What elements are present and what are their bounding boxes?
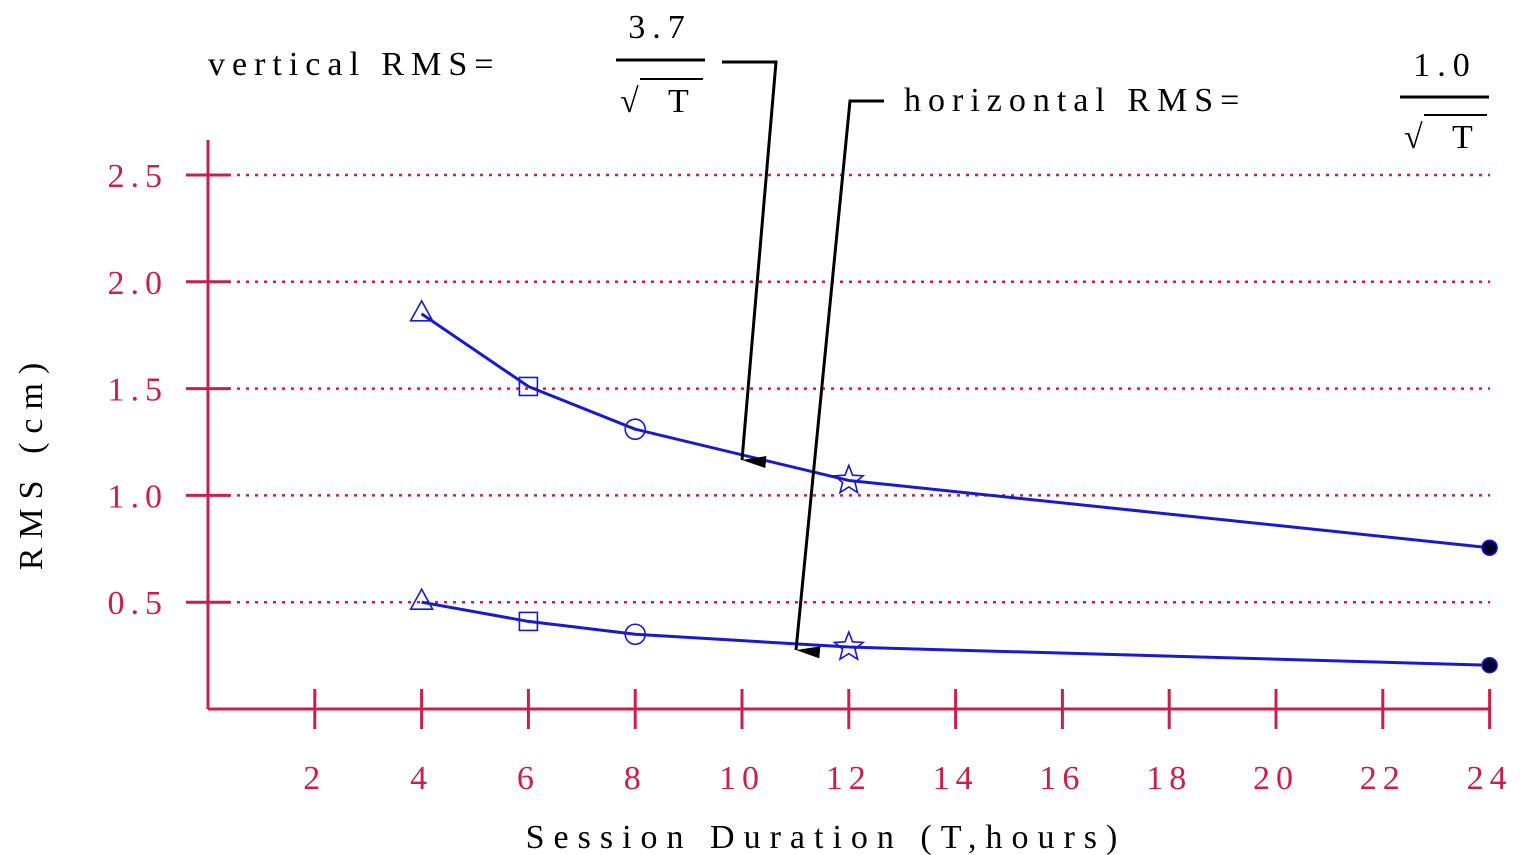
x-tick-label: 2 — [303, 760, 326, 797]
y-tick-label: 2.5 — [108, 158, 169, 195]
vertical-rms-denominator: T — [668, 83, 696, 120]
y-tick-label: 1.5 — [108, 372, 169, 409]
vertical-rms-annotation: vertical RMS= 3.7 √ T — [208, 9, 778, 469]
data-point-s1-filled-circle — [1481, 539, 1498, 556]
data-point-s2-circle — [624, 623, 647, 646]
data-point-s2-filled-circle — [1481, 656, 1498, 674]
y-tick-label: 0.5 — [108, 585, 169, 622]
vertical-rms-radical: √ — [620, 83, 646, 120]
data-point-s1-square — [518, 376, 539, 397]
x-tick-label: 18 — [1146, 760, 1192, 797]
vertical-rms-leader-arrow — [722, 60, 778, 469]
x-tick-label: 6 — [517, 760, 540, 797]
horizontal-rms-leader-arrow — [794, 99, 884, 659]
horizontal-rms-radical: √ — [1404, 119, 1430, 156]
data-point-s1-circle — [624, 418, 647, 440]
x-tick-label: 8 — [624, 760, 647, 797]
series-group — [420, 312, 1490, 667]
horizontal-rms-annotation: horizontal RMS= 1.0 √ T — [794, 47, 1489, 659]
grid-lines — [228, 173, 1490, 604]
x-tick-label: 12 — [826, 760, 872, 797]
y-axis-title: RMS (cm) — [13, 354, 50, 571]
vertical-rms-prefix: vertical RMS= — [208, 46, 500, 83]
data-point-s2-square — [518, 611, 539, 632]
data-point-s2-triangle — [409, 587, 434, 611]
x-tick-label: 4 — [410, 760, 433, 797]
marker-group — [409, 299, 1498, 674]
x-tick-label: 22 — [1360, 760, 1406, 797]
horizontal-rms-numerator: 1.0 — [1413, 47, 1477, 84]
x-tick-label: 16 — [1039, 760, 1085, 797]
x-tick-label: 10 — [719, 760, 765, 797]
tick-labels: 0.51.01.52.02.52 4 6 8 10 12 14 16 18 20 22 24 — [108, 158, 1513, 797]
y-tick-label: 2.0 — [108, 265, 169, 302]
vertical-rms-numerator: 3.7 — [628, 9, 692, 46]
data-point-s1-triangle — [409, 299, 434, 322]
horizontal-rms-denominator: T — [1452, 119, 1480, 156]
series-line-2 — [421, 600, 1490, 667]
data-point-s1-star — [832, 463, 866, 495]
x-tick-label: 14 — [933, 760, 979, 797]
x-axis-title: Session Duration (T,hours) — [526, 819, 1127, 855]
x-tick-label: 20 — [1253, 760, 1299, 797]
series-line-1 — [420, 312, 1490, 550]
horizontal-rms-prefix: horizontal RMS= — [904, 82, 1246, 119]
axes — [186, 140, 1492, 729]
data-point-s2-star — [832, 629, 866, 661]
x-tick-label: 24 — [1467, 760, 1513, 797]
y-tick-label: 1.0 — [108, 478, 169, 515]
